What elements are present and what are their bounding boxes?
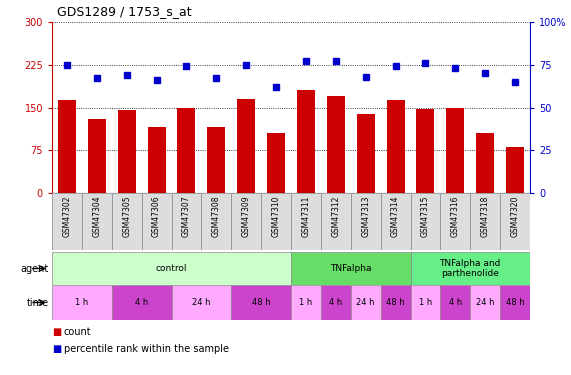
Bar (52, 193, 530, 250)
Text: 4 h: 4 h (135, 298, 148, 307)
Bar (321, 285, 351, 320)
Bar (291, 285, 321, 320)
Text: control: control (156, 264, 187, 273)
Bar (112, 285, 171, 320)
Bar (411, 252, 530, 285)
Text: GSM47302: GSM47302 (62, 196, 71, 237)
Text: GSM47314: GSM47314 (391, 196, 400, 237)
Text: 4 h: 4 h (329, 298, 343, 307)
Bar (440, 193, 471, 250)
Bar (381, 193, 411, 250)
Text: 48 h: 48 h (386, 298, 405, 307)
Bar (291, 193, 321, 250)
Bar (291, 252, 411, 285)
Bar (297, 90, 315, 193)
Bar (112, 193, 142, 250)
Bar (88, 119, 106, 193)
Bar (500, 285, 530, 320)
Bar (82, 193, 112, 250)
Text: 24 h: 24 h (356, 298, 375, 307)
Text: percentile rank within the sample: percentile rank within the sample (64, 344, 229, 354)
Bar (231, 285, 291, 320)
Text: GSM47312: GSM47312 (331, 196, 340, 237)
Bar (381, 285, 411, 320)
Bar (202, 193, 231, 250)
Bar (321, 193, 351, 250)
Bar (118, 110, 136, 193)
Bar (237, 99, 255, 193)
Text: GSM47310: GSM47310 (272, 196, 280, 237)
Text: 1 h: 1 h (419, 298, 432, 307)
Text: 1 h: 1 h (299, 298, 312, 307)
Bar (261, 193, 291, 250)
Text: GSM47308: GSM47308 (212, 196, 221, 237)
Bar (52, 193, 82, 250)
Text: 24 h: 24 h (476, 298, 494, 307)
Text: TNFalpha: TNFalpha (330, 264, 372, 273)
Text: time: time (27, 297, 49, 307)
Bar (500, 193, 530, 250)
Bar (471, 285, 500, 320)
Bar (411, 193, 440, 250)
Text: 4 h: 4 h (449, 298, 462, 307)
Bar (327, 96, 345, 193)
Bar (411, 285, 440, 320)
Text: GSM47315: GSM47315 (421, 196, 430, 237)
Bar (476, 133, 494, 193)
Text: GSM47307: GSM47307 (182, 196, 191, 237)
Bar (231, 193, 261, 250)
Bar (416, 109, 435, 193)
Bar (440, 285, 471, 320)
Bar (178, 108, 195, 193)
Text: 48 h: 48 h (252, 298, 271, 307)
Text: GSM47304: GSM47304 (93, 196, 101, 237)
Bar (147, 128, 166, 193)
Bar (142, 193, 171, 250)
Bar (267, 133, 285, 193)
Bar (351, 193, 381, 250)
Text: agent: agent (21, 264, 49, 273)
Bar (387, 100, 404, 193)
Text: GSM47313: GSM47313 (361, 196, 370, 237)
Text: GSM47311: GSM47311 (301, 196, 311, 237)
Text: 48 h: 48 h (506, 298, 524, 307)
Bar (506, 147, 524, 193)
Text: GDS1289 / 1753_s_at: GDS1289 / 1753_s_at (57, 5, 192, 18)
Text: GSM47318: GSM47318 (481, 196, 490, 237)
Bar (171, 285, 231, 320)
Bar (351, 285, 381, 320)
Text: GSM47320: GSM47320 (510, 196, 520, 237)
Bar (357, 114, 375, 193)
Text: 24 h: 24 h (192, 298, 211, 307)
Bar (171, 193, 202, 250)
Bar (207, 128, 226, 193)
Text: TNFalpha and
parthenolide: TNFalpha and parthenolide (440, 259, 501, 278)
Text: ■: ■ (52, 327, 61, 337)
Text: count: count (64, 327, 91, 337)
Text: ■: ■ (52, 344, 61, 354)
Text: GSM47316: GSM47316 (451, 196, 460, 237)
Bar (58, 100, 76, 193)
Bar (447, 108, 464, 193)
Text: 1 h: 1 h (75, 298, 89, 307)
Bar (471, 193, 500, 250)
Bar (52, 285, 112, 320)
Bar (52, 252, 291, 285)
Text: GSM47306: GSM47306 (152, 196, 161, 237)
Text: GSM47305: GSM47305 (122, 196, 131, 237)
Text: GSM47309: GSM47309 (242, 196, 251, 237)
